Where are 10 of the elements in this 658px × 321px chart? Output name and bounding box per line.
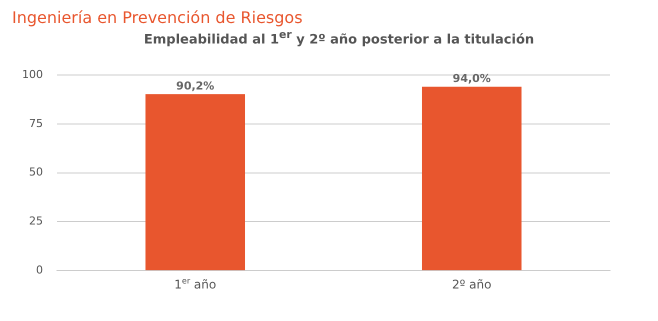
y-tick-label: 100 xyxy=(22,68,43,81)
data-label: 90,2% xyxy=(176,80,214,93)
chart-subtitle: Empleabilidad al 1$^{er}$ y 2º año posterior a la titulación xyxy=(142,28,536,50)
x-tick-label: 2º año xyxy=(452,278,492,292)
data-label: 94,0% xyxy=(452,72,491,86)
y-tick-label: 75 xyxy=(28,116,43,130)
y-tick-label: 25 xyxy=(28,214,43,228)
y-tick-label: 50 xyxy=(28,166,43,179)
chart-title: Ingeniería en Prevención de Riesgos xyxy=(12,8,304,28)
y-tick-label: 0 xyxy=(36,263,43,276)
